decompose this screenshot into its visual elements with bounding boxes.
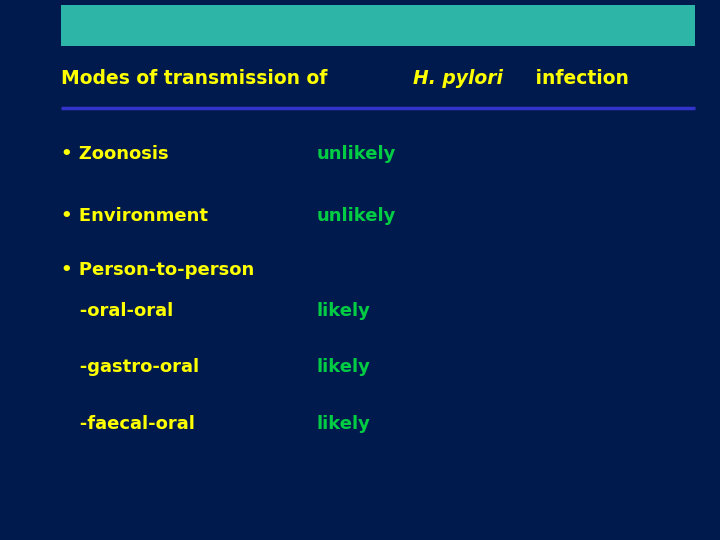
Text: likely: likely — [317, 358, 371, 376]
Bar — [61, 5, 695, 46]
Text: Modes of transmission of: Modes of transmission of — [61, 69, 334, 88]
Text: • Person-to-person: • Person-to-person — [61, 261, 254, 279]
Text: likely: likely — [317, 415, 371, 433]
Text: • Zoonosis: • Zoonosis — [61, 145, 168, 163]
Text: -oral-oral: -oral-oral — [61, 301, 174, 320]
Text: -faecal-oral: -faecal-oral — [61, 415, 195, 433]
Text: unlikely: unlikely — [317, 207, 396, 225]
Text: -gastro-oral: -gastro-oral — [61, 358, 199, 376]
Text: • Environment: • Environment — [61, 207, 208, 225]
Text: unlikely: unlikely — [317, 145, 396, 163]
Text: likely: likely — [317, 301, 371, 320]
Text: infection: infection — [529, 69, 629, 88]
Text: H. pylori: H. pylori — [413, 69, 503, 88]
